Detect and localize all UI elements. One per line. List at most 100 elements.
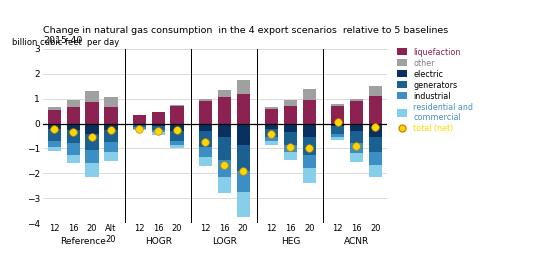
Bar [85, 134, 99, 150]
Bar [133, 127, 146, 129]
Bar [85, 163, 99, 177]
Bar [369, 137, 382, 152]
Point [107, 128, 115, 132]
Bar [369, 152, 382, 165]
Text: Reference: Reference [60, 237, 106, 246]
Bar [350, 153, 363, 162]
Bar [85, 150, 99, 163]
Bar [48, 147, 61, 151]
Point [135, 126, 143, 131]
Bar [133, 123, 146, 125]
Bar [151, 130, 165, 132]
Bar [85, 103, 99, 123]
Bar [369, 165, 382, 177]
Bar [170, 106, 184, 123]
Bar [217, 97, 231, 123]
Bar [151, 126, 165, 130]
Bar [236, 123, 250, 145]
Point [267, 131, 275, 136]
Point [50, 126, 59, 131]
Bar [369, 86, 382, 96]
Point [173, 128, 182, 132]
Point [286, 145, 295, 149]
Point [239, 169, 248, 173]
Text: Change in natural gas consumption  in the 4 export scenarios  relative to 5 base: Change in natural gas consumption in the… [43, 26, 448, 45]
Bar [104, 123, 118, 130]
Bar [265, 107, 278, 109]
Bar [303, 155, 316, 168]
Bar [85, 123, 99, 134]
Bar [265, 141, 278, 145]
Bar [67, 100, 80, 107]
Bar [85, 91, 99, 103]
Bar [48, 141, 61, 147]
Bar [217, 160, 231, 177]
Bar [67, 155, 80, 163]
Bar [284, 123, 297, 132]
Bar [350, 123, 363, 131]
Bar [48, 123, 61, 129]
Bar [104, 142, 118, 152]
Bar [170, 141, 184, 145]
Text: LOGR: LOGR [212, 237, 237, 246]
Bar [199, 131, 212, 147]
Bar [217, 137, 231, 160]
Text: billion cubic feet  per day: billion cubic feet per day [12, 38, 119, 47]
Bar [350, 99, 363, 101]
Bar [284, 100, 297, 106]
Bar [331, 106, 344, 123]
Bar [350, 143, 363, 153]
Bar [151, 132, 165, 135]
Bar [104, 97, 118, 107]
Point [69, 130, 77, 134]
Legend: liquefaction, other, electric, generators, industrial, residential and
commercia: liquefaction, other, electric, generator… [394, 44, 477, 136]
Bar [104, 107, 118, 123]
Bar [170, 105, 184, 106]
Point [88, 135, 96, 140]
Point [305, 146, 314, 151]
Bar [199, 99, 212, 101]
Bar [170, 131, 184, 141]
Bar [217, 90, 231, 97]
Text: ACNR: ACNR [344, 237, 369, 246]
Bar [48, 107, 61, 110]
Point [333, 120, 342, 125]
Bar [133, 125, 146, 127]
Text: HEG: HEG [281, 237, 300, 246]
Bar [133, 115, 146, 123]
Bar [331, 137, 344, 140]
Point [154, 129, 163, 133]
Bar [67, 107, 80, 123]
Bar [303, 100, 316, 123]
Bar [48, 110, 61, 123]
Bar [104, 152, 118, 161]
Bar [236, 94, 250, 123]
Bar [199, 101, 212, 123]
Bar [303, 137, 316, 155]
Bar [170, 145, 184, 149]
Bar [265, 137, 278, 141]
Bar [369, 96, 382, 123]
Bar [67, 123, 80, 130]
Bar [350, 101, 363, 123]
Bar [350, 131, 363, 143]
Bar [331, 126, 344, 134]
Bar [265, 129, 278, 137]
Point [352, 144, 361, 148]
Bar [303, 89, 316, 100]
Bar [284, 152, 297, 160]
Bar [331, 134, 344, 137]
Bar [303, 123, 316, 137]
Bar [199, 157, 212, 166]
Bar [67, 130, 80, 143]
Bar [236, 80, 250, 94]
Bar [151, 123, 165, 126]
Bar [303, 168, 316, 183]
Bar [331, 104, 344, 106]
Bar [265, 109, 278, 123]
Bar [331, 123, 344, 126]
Bar [217, 177, 231, 193]
Point [220, 162, 229, 167]
Bar [284, 132, 297, 145]
Bar [236, 171, 250, 192]
